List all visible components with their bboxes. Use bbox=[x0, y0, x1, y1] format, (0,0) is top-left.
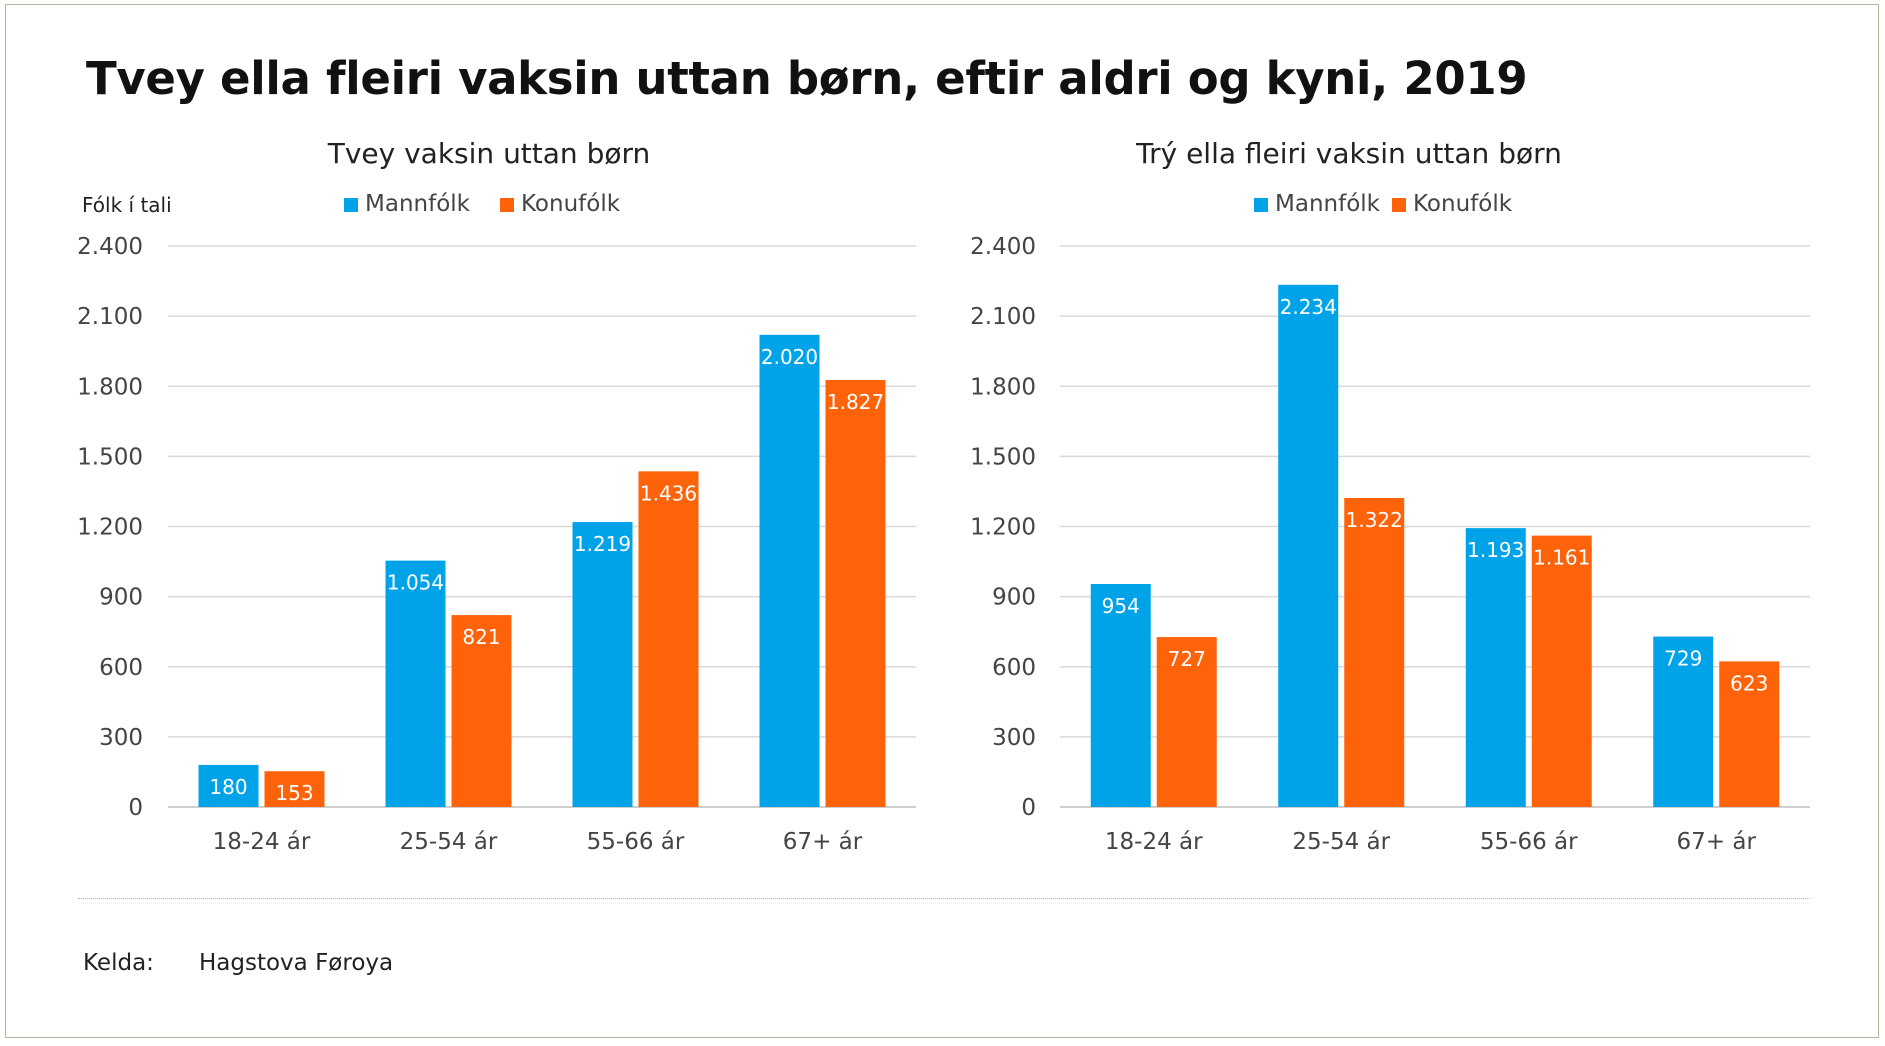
data-label: 1.193 bbox=[1467, 538, 1524, 562]
data-label: 623 bbox=[1730, 671, 1768, 695]
y-tick-label: 600 bbox=[99, 655, 143, 681]
bar-konufolk bbox=[1344, 497, 1405, 807]
data-label: 727 bbox=[1168, 647, 1206, 671]
y-tick-label: 1.800 bbox=[970, 374, 1036, 400]
chart-title: Trý ella fleiri vaksin uttan børn bbox=[1135, 137, 1562, 170]
bar-konufolk bbox=[1719, 661, 1780, 807]
main-title: Tvey ella fleiri vaksin uttan børn, efti… bbox=[86, 52, 1528, 105]
data-label: 1.322 bbox=[1346, 508, 1403, 532]
y-tick-label: 1.500 bbox=[77, 444, 143, 470]
data-label: 180 bbox=[209, 775, 247, 799]
data-label: 1.054 bbox=[387, 571, 444, 595]
legend-label-1: Konufólk bbox=[521, 191, 621, 217]
source-value: Hagstova Føroya bbox=[199, 950, 394, 976]
x-tick-label: 67+ ár bbox=[1677, 829, 1757, 855]
y-axis-label: Fólk í tali bbox=[82, 193, 172, 217]
bar-mannfolk bbox=[1465, 528, 1526, 807]
y-tick-label: 0 bbox=[1021, 795, 1036, 821]
bar-mannfolk bbox=[1653, 636, 1714, 807]
data-label: 729 bbox=[1664, 647, 1702, 671]
data-label: 153 bbox=[275, 781, 313, 805]
bar-mannfolk bbox=[385, 560, 446, 807]
data-label: 2.234 bbox=[1280, 295, 1337, 319]
legend-swatch-0 bbox=[344, 198, 358, 212]
bar-konufolk bbox=[264, 771, 325, 807]
y-tick-label: 2.100 bbox=[77, 304, 143, 330]
legend-swatch-1 bbox=[1392, 198, 1406, 212]
x-tick-label: 25-54 ár bbox=[400, 829, 498, 855]
bar-konufolk bbox=[1531, 535, 1592, 807]
data-label: 821 bbox=[462, 625, 500, 649]
chart-title: Tvey vaksin uttan børn bbox=[327, 137, 651, 170]
bar-mannfolk bbox=[1090, 584, 1151, 807]
bar-konufolk bbox=[1156, 637, 1217, 807]
x-tick-label: 18-24 ár bbox=[213, 829, 311, 855]
y-tick-label: 600 bbox=[992, 655, 1036, 681]
data-label: 1.827 bbox=[827, 390, 884, 414]
y-tick-label: 900 bbox=[99, 585, 143, 611]
y-tick-label: 1.500 bbox=[970, 444, 1036, 470]
legend-label-0: Mannfólk bbox=[1275, 191, 1381, 217]
footer-divider bbox=[78, 898, 1810, 899]
x-tick-label: 18-24 ár bbox=[1105, 829, 1203, 855]
figure-frame bbox=[5, 4, 1879, 1038]
x-tick-label: 67+ ár bbox=[783, 829, 863, 855]
legend-swatch-1 bbox=[500, 198, 514, 212]
y-tick-label: 300 bbox=[992, 725, 1036, 751]
x-tick-label: 55-66 ár bbox=[587, 829, 685, 855]
data-label: 1.436 bbox=[640, 481, 697, 505]
y-tick-label: 300 bbox=[99, 725, 143, 751]
bar-mannfolk bbox=[1278, 284, 1339, 807]
y-tick-label: 1.200 bbox=[970, 515, 1036, 541]
y-tick-label: 2.100 bbox=[970, 304, 1036, 330]
bar-konufolk bbox=[451, 615, 512, 807]
data-label: 1.219 bbox=[574, 532, 631, 556]
bar-konufolk bbox=[638, 471, 699, 807]
x-tick-label: 55-66 ár bbox=[1480, 829, 1578, 855]
legend-label-0: Mannfólk bbox=[365, 191, 471, 217]
bar-mannfolk bbox=[759, 334, 820, 807]
y-tick-label: 1.200 bbox=[77, 515, 143, 541]
data-label: 1.161 bbox=[1533, 546, 1590, 570]
y-tick-label: 0 bbox=[128, 795, 143, 821]
y-tick-label: 900 bbox=[992, 585, 1036, 611]
data-label: 2.020 bbox=[761, 345, 818, 369]
bar-konufolk bbox=[825, 379, 886, 807]
bar-mannfolk bbox=[198, 764, 259, 807]
data-label: 954 bbox=[1102, 594, 1140, 618]
y-tick-label: 2.400 bbox=[77, 234, 143, 260]
y-tick-label: 1.800 bbox=[77, 374, 143, 400]
bar-mannfolk bbox=[572, 522, 633, 807]
y-tick-label: 2.400 bbox=[970, 234, 1036, 260]
source-label: Kelda: bbox=[83, 950, 154, 976]
legend-swatch-0 bbox=[1254, 198, 1268, 212]
legend-label-1: Konufólk bbox=[1413, 191, 1513, 217]
x-tick-label: 25-54 ár bbox=[1292, 829, 1390, 855]
